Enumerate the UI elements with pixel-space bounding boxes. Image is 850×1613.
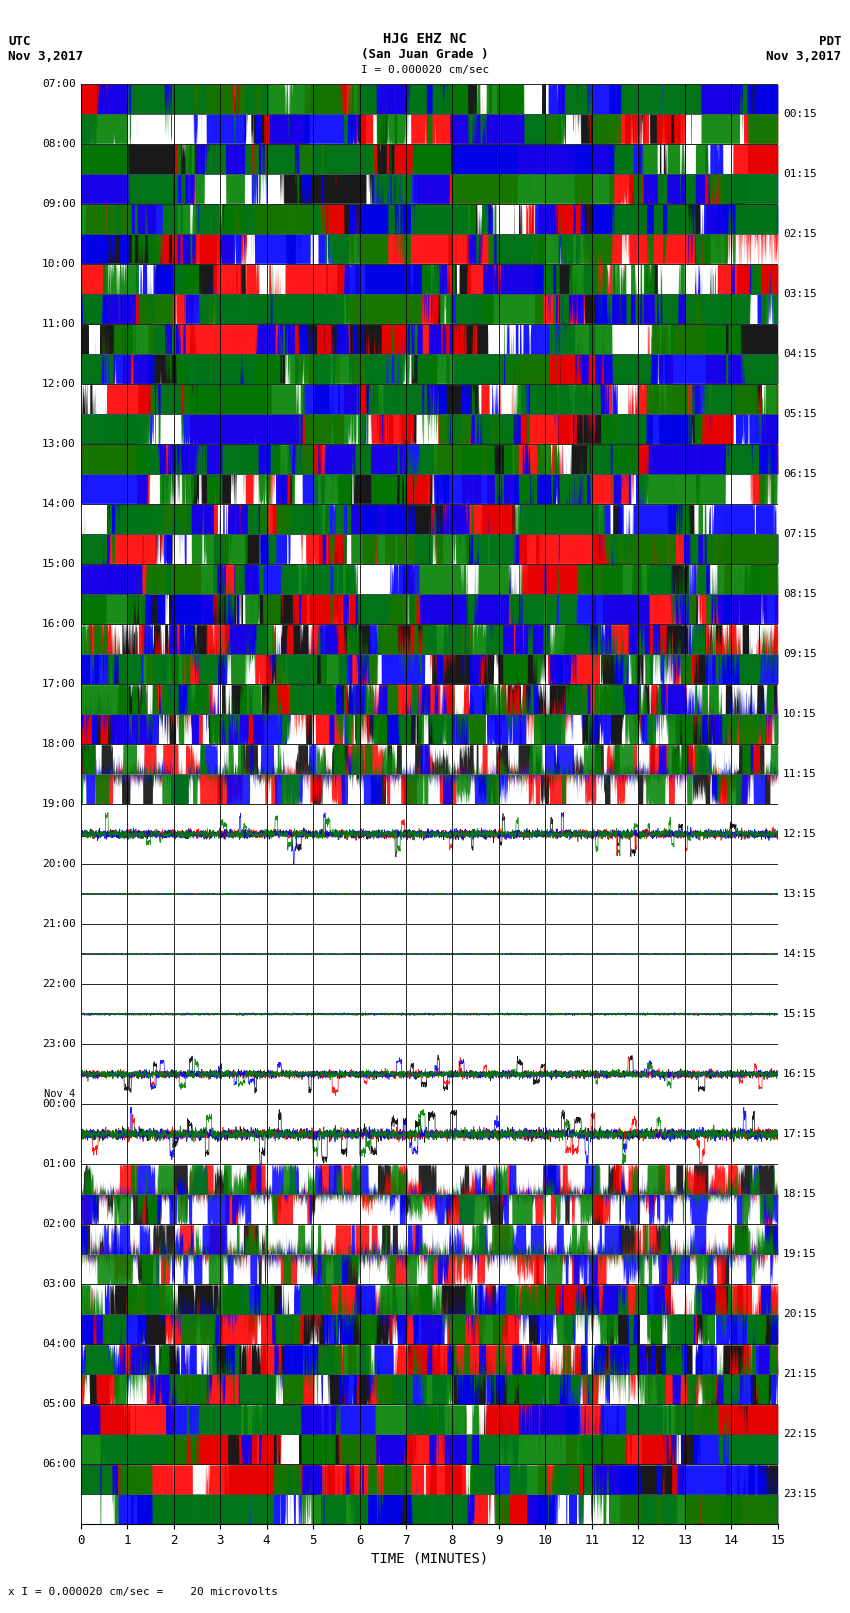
Text: 07:15: 07:15 [783, 529, 817, 539]
Text: 16:15: 16:15 [783, 1069, 817, 1079]
Text: 08:15: 08:15 [783, 589, 817, 598]
Text: 09:15: 09:15 [783, 648, 817, 660]
Text: 06:00: 06:00 [42, 1460, 76, 1469]
Text: 15:15: 15:15 [783, 1010, 817, 1019]
Text: 00:15: 00:15 [783, 110, 817, 119]
Text: 02:00: 02:00 [42, 1219, 76, 1229]
Text: 13:00: 13:00 [42, 439, 76, 448]
Text: x I = 0.000020 cm/sec =    20 microvolts: x I = 0.000020 cm/sec = 20 microvolts [8, 1587, 279, 1597]
Text: 02:15: 02:15 [783, 229, 817, 239]
Text: 14:00: 14:00 [42, 498, 76, 510]
Text: 22:00: 22:00 [42, 979, 76, 989]
Text: 15:00: 15:00 [42, 560, 76, 569]
Text: 12:15: 12:15 [783, 829, 817, 839]
Text: 11:00: 11:00 [42, 319, 76, 329]
Text: 05:15: 05:15 [783, 410, 817, 419]
X-axis label: TIME (MINUTES): TIME (MINUTES) [371, 1552, 488, 1565]
Text: Nov 4: Nov 4 [44, 1089, 76, 1100]
Text: PDT: PDT [819, 35, 842, 48]
Text: 21:00: 21:00 [42, 919, 76, 929]
Text: 21:15: 21:15 [783, 1369, 817, 1379]
Text: 19:15: 19:15 [783, 1248, 817, 1260]
Text: I = 0.000020 cm/sec: I = 0.000020 cm/sec [361, 65, 489, 74]
Text: 03:00: 03:00 [42, 1279, 76, 1289]
Text: 16:00: 16:00 [42, 619, 76, 629]
Text: 23:15: 23:15 [783, 1489, 817, 1498]
Text: 20:00: 20:00 [42, 860, 76, 869]
Text: 04:15: 04:15 [783, 348, 817, 360]
Text: 13:15: 13:15 [783, 889, 817, 898]
Text: 10:00: 10:00 [42, 260, 76, 269]
Text: 19:00: 19:00 [42, 798, 76, 810]
Text: 10:15: 10:15 [783, 710, 817, 719]
Text: Nov 3,2017: Nov 3,2017 [767, 50, 842, 63]
Text: 05:00: 05:00 [42, 1398, 76, 1410]
Text: 20:15: 20:15 [783, 1310, 817, 1319]
Text: 04:00: 04:00 [42, 1339, 76, 1348]
Text: UTC: UTC [8, 35, 31, 48]
Text: 17:00: 17:00 [42, 679, 76, 689]
Text: HJG EHZ NC: HJG EHZ NC [383, 32, 467, 47]
Text: 07:00: 07:00 [42, 79, 76, 89]
Text: 09:00: 09:00 [42, 198, 76, 210]
Text: 00:00: 00:00 [42, 1098, 76, 1110]
Text: 17:15: 17:15 [783, 1129, 817, 1139]
Text: 08:00: 08:00 [42, 139, 76, 148]
Text: 22:15: 22:15 [783, 1429, 817, 1439]
Text: (San Juan Grade ): (San Juan Grade ) [361, 48, 489, 61]
Text: 12:00: 12:00 [42, 379, 76, 389]
Text: Nov 3,2017: Nov 3,2017 [8, 50, 83, 63]
Text: 06:15: 06:15 [783, 469, 817, 479]
Text: 14:15: 14:15 [783, 948, 817, 960]
Text: 01:15: 01:15 [783, 169, 817, 179]
Text: 18:00: 18:00 [42, 739, 76, 748]
Text: 01:00: 01:00 [42, 1160, 76, 1169]
Text: 03:15: 03:15 [783, 289, 817, 298]
Text: 11:15: 11:15 [783, 769, 817, 779]
Text: 18:15: 18:15 [783, 1189, 817, 1198]
Text: 23:00: 23:00 [42, 1039, 76, 1048]
